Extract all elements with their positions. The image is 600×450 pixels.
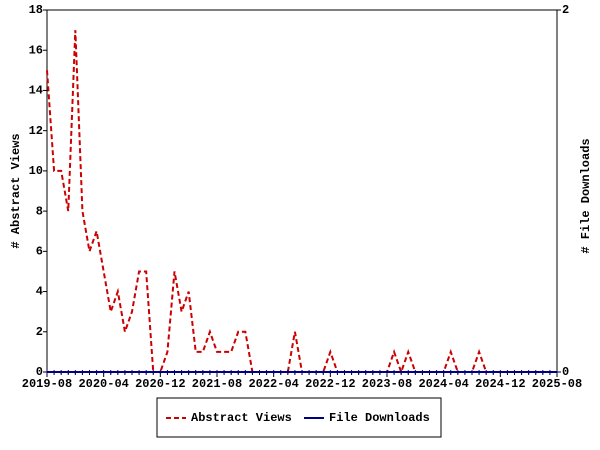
y-tick-label: 18 [29, 3, 43, 17]
y-tick-label: 10 [29, 164, 43, 178]
x-tick-label: 2022-12 [305, 377, 355, 391]
y-tick-label: 6 [36, 245, 43, 259]
x-tick-label: 2025-08 [532, 377, 582, 391]
x-tick-label: 2020-04 [78, 377, 128, 391]
x-tick-label: 2023-08 [362, 377, 412, 391]
x-tick-label: 2022-04 [248, 377, 298, 391]
y-tick-label: 14 [29, 84, 43, 98]
y2-tick-label: 0 [562, 365, 569, 379]
y2-axis-label: # File Downloads [579, 138, 593, 253]
legend-label: Abstract Views [191, 411, 292, 425]
series-line [46, 30, 557, 376]
x-tick-label: 2024-04 [418, 377, 468, 391]
x-tick-label: 2019-08 [22, 377, 72, 391]
y-tick-label: 4 [36, 285, 43, 299]
y-tick-label: 8 [36, 204, 43, 218]
y-tick-label: 2 [36, 325, 43, 339]
y-tick-label: 12 [29, 124, 43, 138]
x-tick-label: 2021-08 [192, 377, 242, 391]
y-axis-label: # Abstract Views [9, 133, 23, 248]
x-tick-label: 2024-12 [475, 377, 525, 391]
y-tick-label: 0 [36, 365, 43, 379]
legend-label: File Downloads [329, 411, 430, 425]
plot-frame [46, 9, 558, 373]
y2-tick-label: 2 [562, 3, 569, 17]
legend-box [156, 397, 442, 438]
x-tick-label: 2020-12 [135, 377, 185, 391]
y-tick-label: 16 [29, 43, 43, 57]
